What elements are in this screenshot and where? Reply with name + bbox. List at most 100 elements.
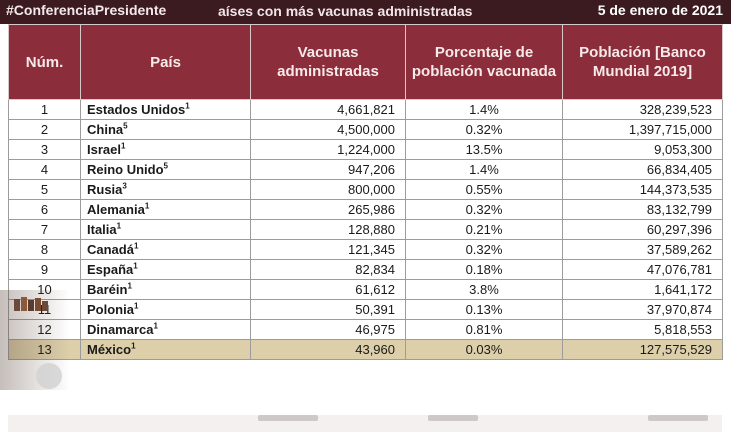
cell-num: 9 bbox=[8, 259, 81, 280]
cell-num: 1 bbox=[8, 99, 81, 120]
country-name: Alemania bbox=[87, 202, 145, 217]
source-footnote: 1 bbox=[120, 141, 126, 151]
cell-percent: 0.81% bbox=[405, 319, 563, 340]
cell-vaccines: 1,224,000 bbox=[250, 139, 406, 160]
source-footnote: 5 bbox=[163, 161, 168, 171]
cell-percent: 0.32% bbox=[405, 239, 563, 260]
cell-num: 4 bbox=[8, 159, 81, 180]
cell-population: 5,818,553 bbox=[562, 319, 723, 340]
table-header-row: Núm. País Vacunas administradas Porcenta… bbox=[8, 24, 723, 100]
source-footnote: 3 bbox=[122, 181, 127, 191]
cell-num: 12 bbox=[8, 319, 81, 340]
col-header-num: Núm. bbox=[8, 24, 81, 100]
table-row: 10 Baréin1 61,612 3.8% 1,641,172 bbox=[8, 279, 723, 300]
source-footnote: 1 bbox=[116, 221, 122, 231]
source-footnote: 1 bbox=[153, 321, 158, 331]
cell-population: 60,297,396 bbox=[562, 219, 723, 240]
cell-population: 328,239,523 bbox=[562, 99, 723, 120]
cell-vaccines: 46,975 bbox=[250, 319, 406, 340]
col-header-percent: Porcentaje de población vacunada bbox=[405, 24, 563, 100]
cell-vaccines: 800,000 bbox=[250, 179, 406, 200]
cell-vaccines: 4,661,821 bbox=[250, 99, 406, 120]
cell-percent: 0.13% bbox=[405, 299, 563, 320]
cell-population: 37,589,262 bbox=[562, 239, 723, 260]
table-row: 5 Rusia3 800,000 0.55% 144,373,535 bbox=[8, 179, 723, 200]
cell-num: 13 bbox=[8, 339, 81, 360]
table-row: 13 México1 43,960 0.03% 127,575,529 bbox=[8, 339, 723, 360]
country-name: Israel bbox=[87, 142, 121, 157]
source-footnote: 1 bbox=[133, 241, 139, 251]
cell-country: Baréin1 bbox=[80, 279, 251, 300]
cell-percent: 0.03% bbox=[405, 339, 563, 360]
source-footnote: 5 bbox=[123, 121, 128, 131]
cell-country: Polonia1 bbox=[80, 299, 251, 320]
source-footnote: 1 bbox=[133, 301, 139, 311]
table-row: 11 Polonia1 50,391 0.13% 37,970,874 bbox=[8, 299, 723, 320]
cell-percent: 0.18% bbox=[405, 259, 563, 280]
cell-vaccines: 82,834 bbox=[250, 259, 406, 280]
source-footnote: 1 bbox=[144, 201, 150, 211]
country-name: China bbox=[87, 122, 124, 137]
cell-country: Reino Unido5 bbox=[80, 159, 251, 180]
vaccines-table: Núm. País Vacunas administradas Porcenta… bbox=[8, 24, 723, 360]
cell-percent: 1.4% bbox=[405, 99, 563, 120]
cell-country: China5 bbox=[80, 119, 251, 140]
top-banner: #ConferenciaPresidente aíses con más vac… bbox=[0, 0, 731, 24]
cell-country: Italia1 bbox=[80, 219, 251, 240]
cell-vaccines: 265,986 bbox=[250, 199, 406, 220]
cell-population: 66,834,405 bbox=[562, 159, 723, 180]
cell-num: 6 bbox=[8, 199, 81, 220]
cell-country: Dinamarca1 bbox=[80, 319, 251, 340]
cell-country: España1 bbox=[80, 259, 251, 280]
cell-country: Israel1 bbox=[80, 139, 251, 160]
cell-num: 11 bbox=[8, 299, 81, 320]
country-name: México bbox=[87, 342, 132, 357]
cell-percent: 3.8% bbox=[405, 279, 563, 300]
cell-population: 1,641,172 bbox=[562, 279, 723, 300]
cell-vaccines: 43,960 bbox=[250, 339, 406, 360]
cell-num: 8 bbox=[8, 239, 81, 260]
country-name: Dinamarca bbox=[87, 322, 154, 337]
cell-num: 2 bbox=[8, 119, 81, 140]
cell-percent: 13.5% bbox=[405, 139, 563, 160]
cell-population: 37,970,874 bbox=[562, 299, 723, 320]
cell-percent: 0.32% bbox=[405, 199, 563, 220]
cell-country: México1 bbox=[80, 339, 251, 360]
country-name: Baréin bbox=[87, 282, 128, 297]
cut-off-row bbox=[8, 415, 722, 432]
video-control-icon[interactable] bbox=[36, 363, 62, 389]
cell-vaccines: 50,391 bbox=[250, 299, 406, 320]
cell-country: Rusia3 bbox=[80, 179, 251, 200]
cell-population: 83,132,799 bbox=[562, 199, 723, 220]
country-name: Italia bbox=[87, 222, 117, 237]
cell-vaccines: 61,612 bbox=[250, 279, 406, 300]
col-header-vaccines: Vacunas administradas bbox=[250, 24, 406, 100]
table-row: 1 Estados Unidos1 4,661,821 1.4% 328,239,523 bbox=[8, 99, 723, 120]
cell-vaccines: 947,206 bbox=[250, 159, 406, 180]
date-label: 5 de enero de 2021 bbox=[597, 2, 723, 18]
source-footnote: 1 bbox=[127, 281, 132, 291]
cell-country: Alemania1 bbox=[80, 199, 251, 220]
cell-num: 5 bbox=[8, 179, 81, 200]
cell-num: 10 bbox=[8, 279, 81, 300]
cell-population: 1,397,715,000 bbox=[562, 119, 723, 140]
cell-percent: 0.32% bbox=[405, 119, 563, 140]
cell-population: 127,575,529 bbox=[562, 339, 723, 360]
cell-vaccines: 4,500,000 bbox=[250, 119, 406, 140]
col-header-country: País bbox=[80, 24, 251, 100]
table-row: 4 Reino Unido5 947,206 1.4% 66,834,405 bbox=[8, 159, 723, 180]
country-name: Polonia bbox=[87, 302, 134, 317]
cell-country: Canadá1 bbox=[80, 239, 251, 260]
country-name: Reino Unido bbox=[87, 162, 164, 177]
country-name: España bbox=[87, 262, 134, 277]
cell-percent: 0.55% bbox=[405, 179, 563, 200]
table-row: 8 Canadá1 121,345 0.32% 37,589,262 bbox=[8, 239, 723, 260]
cell-population: 47,076,781 bbox=[562, 259, 723, 280]
source-footnote: 1 bbox=[185, 101, 190, 111]
cell-num: 7 bbox=[8, 219, 81, 240]
cell-vaccines: 121,345 bbox=[250, 239, 406, 260]
cell-population: 9,053,300 bbox=[562, 139, 723, 160]
country-name: Canadá bbox=[87, 242, 134, 257]
table-row: 9 España1 82,834 0.18% 47,076,781 bbox=[8, 259, 723, 280]
table-title: aíses con más vacunas administradas bbox=[218, 3, 473, 19]
